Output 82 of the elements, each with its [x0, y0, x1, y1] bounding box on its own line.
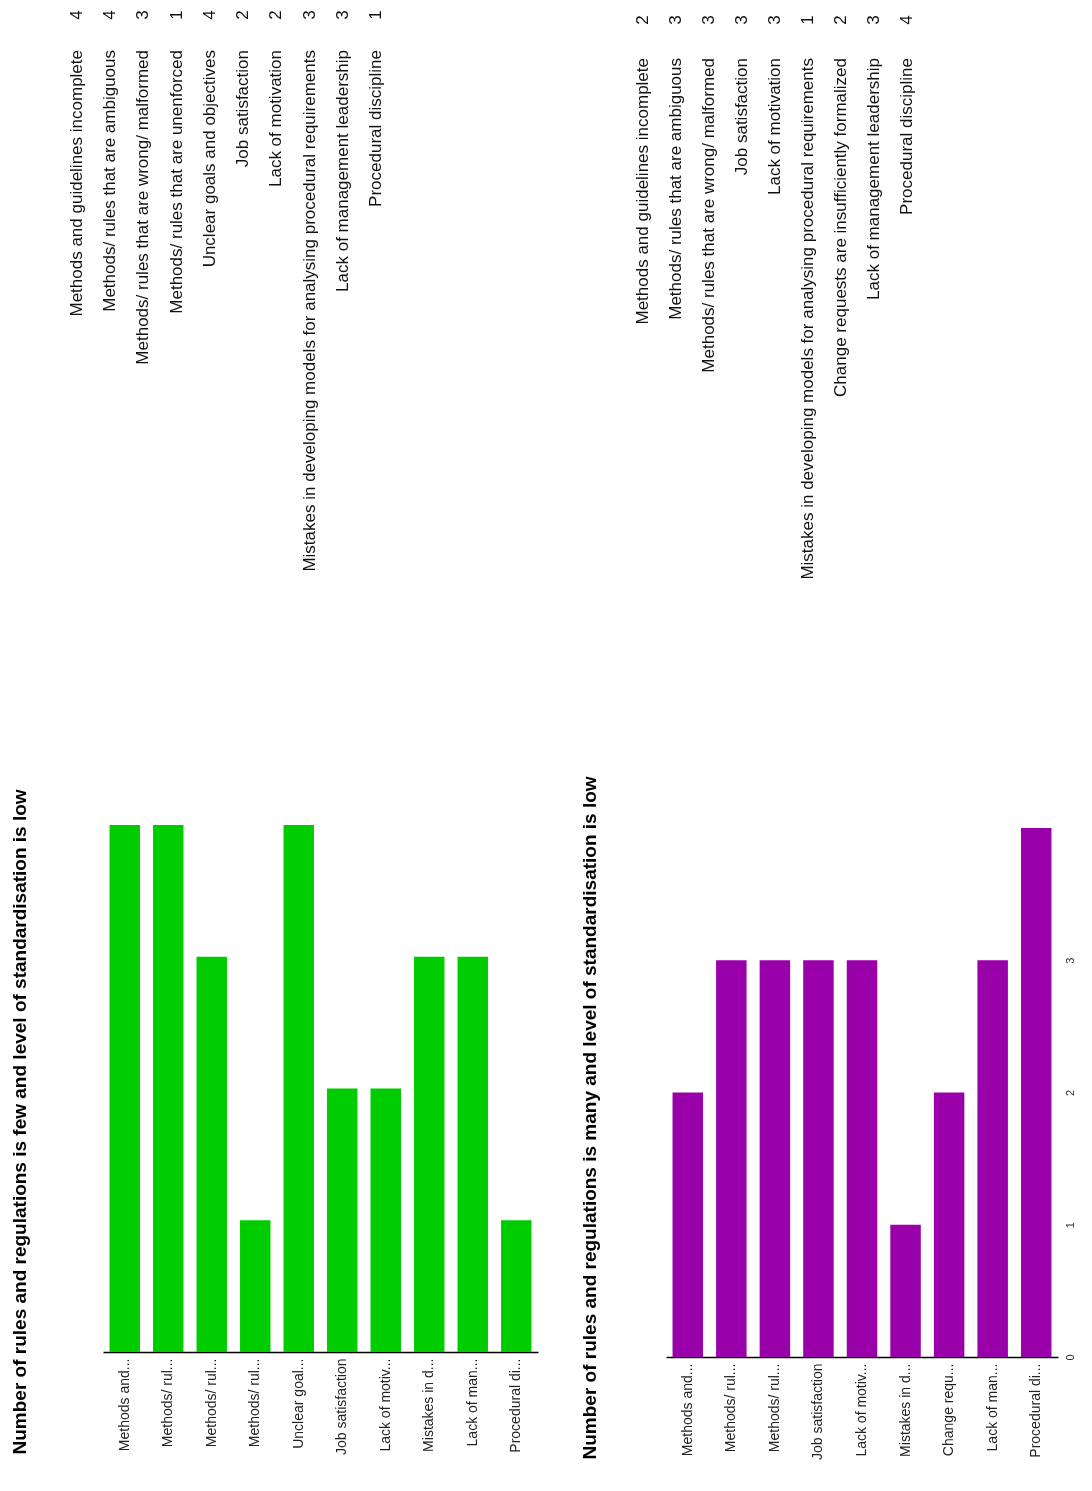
bar [414, 956, 445, 1352]
text: Job satisfaction [731, 58, 751, 176]
text: Lack of management leadership [333, 50, 353, 292]
bar [672, 1092, 704, 1357]
x-tick-label: Mistakes in d... [420, 1358, 437, 1452]
bar [501, 1220, 532, 1352]
bar [803, 960, 834, 1357]
x-tick-label: Methods/ rul... [159, 1358, 176, 1448]
y-tick-label: 2 [1063, 1089, 1076, 1097]
x-tick-label: Methods/ rul... [202, 1358, 219, 1448]
text: 3 [299, 10, 319, 20]
bar [977, 960, 1008, 1357]
text: Methods/ rules that are ambiguous [665, 58, 685, 320]
text: 4 [66, 10, 86, 20]
text: 3 [133, 10, 153, 20]
x-tick-label: Mistakes in d... [896, 1363, 913, 1457]
bar [283, 825, 314, 1352]
text: Mistakes in developing models for analysing procedural requirements [299, 50, 319, 572]
x-tick-label: Methods/ rul... [765, 1363, 782, 1453]
bar [890, 1224, 921, 1357]
text: Methods and guidelines incomplete [66, 50, 86, 317]
x-tick-label: Lack of motiv... [853, 1363, 869, 1457]
text: 4 [896, 15, 916, 25]
text: Methods/ rules that are unenforced [166, 50, 186, 314]
bar [716, 960, 747, 1357]
bar [759, 960, 791, 1357]
text: Lack of management leadership [863, 58, 883, 300]
text: Procedural discipline [896, 58, 916, 215]
x-tick-label: Methods and... [115, 1358, 132, 1452]
bar [240, 1220, 271, 1352]
x-tick-label: Change requ... [940, 1363, 957, 1457]
x-tick-label: Methods/ rul... [246, 1358, 263, 1448]
text: 2 [632, 15, 652, 25]
text: Number of rules and regulations is many and level of standardisation is low [579, 776, 600, 1460]
text: 3 [863, 15, 883, 25]
text: Methods and guidelines incomplete [632, 58, 652, 325]
text: Job satisfaction [233, 50, 253, 168]
bar [153, 825, 184, 1352]
text: Methods/ rules that are ambiguous [99, 50, 119, 312]
x-tick-label: Lack of man... [463, 1358, 480, 1447]
text: 1 [366, 10, 386, 20]
text: Mistakes in developing models for analysing procedural requirements [797, 58, 817, 580]
x-tick-label: Procedural di... [1027, 1363, 1044, 1458]
x-tick-label: Methods and... [678, 1363, 695, 1457]
x-tick-label: Procedural di... [507, 1358, 524, 1453]
bar [327, 1088, 358, 1352]
text: Methods/ rules that are wrong/ malformed [698, 58, 718, 373]
text: Procedural discipline [366, 50, 386, 207]
x-tick-label: Lack of motiv... [376, 1358, 393, 1452]
bar [370, 1088, 401, 1352]
text: 2 [233, 10, 253, 20]
bar [457, 956, 488, 1352]
bar [196, 956, 227, 1352]
text: Lack of motivation [764, 58, 784, 196]
bar [109, 825, 140, 1352]
text: 4 [199, 10, 219, 20]
text: 3 [731, 15, 751, 25]
y-tick-label: 1 [1063, 1222, 1076, 1229]
text: 2 [266, 10, 286, 20]
text: 1 [797, 15, 817, 25]
text: 3 [333, 10, 353, 20]
text: 2 [830, 15, 850, 25]
bar [933, 1092, 965, 1357]
y-tick-label: 3 [1063, 957, 1076, 964]
x-tick-label: Lack of man... [983, 1363, 1000, 1452]
text: Lack of motivation [266, 50, 286, 188]
text: Change requests are insufficiently formalized [830, 58, 850, 397]
text: Methods/ rules that are wrong/ malformed [133, 50, 153, 365]
text: 4 [99, 10, 119, 20]
x-tick-label: Job satisfaction [333, 1358, 350, 1455]
text: Number of rules and regulations is few and level of standardisation is low [9, 789, 30, 1455]
text: 3 [764, 15, 784, 25]
x-tick-label: Unclear goal... [289, 1358, 306, 1449]
text: 3 [698, 15, 718, 25]
text: 3 [665, 15, 685, 25]
bar [1020, 828, 1052, 1357]
x-tick-label: Methods/ rul... [722, 1363, 739, 1453]
bar [846, 960, 878, 1357]
text: Unclear goals and objectives [199, 50, 219, 268]
text: 1 [166, 10, 186, 20]
x-tick-label: Job satisfaction [809, 1363, 826, 1460]
y-tick-label: 0 [1063, 1354, 1076, 1361]
